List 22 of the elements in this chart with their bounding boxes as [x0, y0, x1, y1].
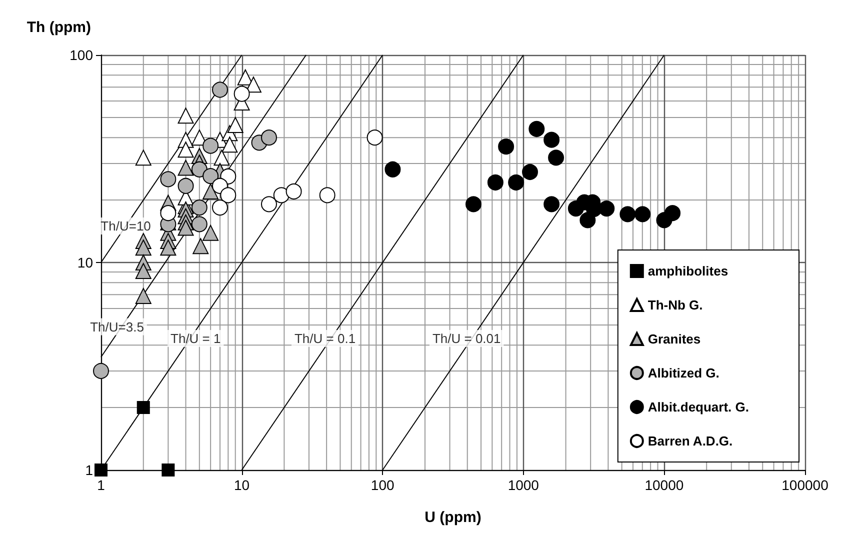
x-tick-label: 1	[97, 477, 106, 493]
x-tick-label: 100	[370, 477, 394, 493]
x-tick-label: 10000	[644, 477, 684, 493]
legend-label: Albitized G.	[648, 366, 720, 380]
x-tick-label: 10	[234, 477, 250, 493]
annotation: Th/U = 0.01	[432, 331, 501, 346]
x-tick-label: 100000	[782, 477, 829, 493]
x-tick-label: 1000	[508, 477, 540, 493]
x-axis-title: U (ppm)	[424, 509, 482, 526]
annotation: Th/U=3.5	[90, 319, 144, 334]
y-tick-label: 100	[70, 47, 94, 63]
legend-label: Albit.dequart. G.	[648, 400, 750, 414]
legend-label: Barren A.D.G.	[648, 434, 733, 448]
legend-label: Th-Nb G.	[648, 298, 703, 312]
y-tick-label: 10	[77, 254, 94, 270]
annotation: Th/U = 1	[170, 331, 221, 346]
annotation: Th/U = 0.1	[294, 331, 356, 346]
y-tick-label: 1	[85, 462, 94, 478]
annotation: Th/U=10	[100, 218, 151, 234]
legend-label: amphibolites	[648, 264, 728, 278]
legend-label: Granites	[648, 332, 701, 346]
y-axis-title: Th (ppm)	[26, 19, 91, 36]
